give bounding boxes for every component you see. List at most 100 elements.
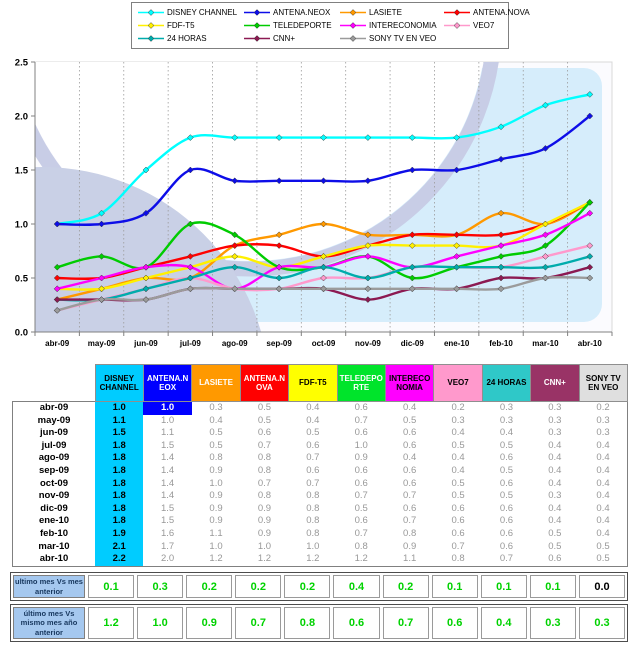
data-cell[interactable]: 0.8 xyxy=(288,515,338,528)
data-cell[interactable]: 0.9 xyxy=(240,502,289,516)
summary-cell[interactable]: 0.2 xyxy=(382,575,429,598)
data-cell[interactable]: 1.1 xyxy=(191,527,241,541)
data-cell[interactable]: 0.4 xyxy=(530,439,580,453)
channel-header[interactable]: ANTENA.NOVA xyxy=(239,364,290,402)
data-cell[interactable]: 1.8 xyxy=(95,490,144,503)
month-label[interactable]: abr-10 xyxy=(39,553,69,565)
data-cell[interactable]: 0.5 xyxy=(530,527,580,541)
data-cell[interactable]: 0.8 xyxy=(288,502,338,516)
data-cell[interactable]: 0.3 xyxy=(530,414,580,428)
summary-cell[interactable]: 0.3 xyxy=(137,575,184,598)
data-cell[interactable]: 0.6 xyxy=(385,439,434,453)
data-cell[interactable]: 0.8 xyxy=(240,490,289,503)
data-cell[interactable]: 0.4 xyxy=(482,427,531,440)
data-cell[interactable]: 1.5 xyxy=(95,427,144,440)
data-cell[interactable]: 1.2 xyxy=(288,553,338,567)
data-cell[interactable]: 0.8 xyxy=(337,540,386,554)
data-cell[interactable]: 1.0 xyxy=(191,540,241,554)
data-cell[interactable]: 0.4 xyxy=(433,452,483,465)
data-cell[interactable]: 0.5 xyxy=(482,439,531,453)
data-cell[interactable]: 0.3 xyxy=(530,490,580,503)
data-cell[interactable]: 0.4 xyxy=(433,464,483,478)
data-cell[interactable]: 1.0 xyxy=(191,477,241,491)
data-cell[interactable]: 0.6 xyxy=(385,477,434,491)
data-cell[interactable]: 0.7 xyxy=(288,452,338,465)
data-cell[interactable]: 1.1 xyxy=(385,553,434,567)
month-label[interactable]: nov-09 xyxy=(38,490,70,502)
data-cell[interactable]: 2.2 xyxy=(95,553,144,567)
data-cell[interactable]: 0.5 xyxy=(288,427,338,440)
data-cell[interactable]: 1.0 xyxy=(337,439,386,453)
data-cell[interactable]: 0.4 xyxy=(288,414,338,428)
data-cell[interactable]: 1.0 xyxy=(240,540,289,554)
summary-cell[interactable]: 0.1 xyxy=(529,575,576,598)
channel-header[interactable]: TELEDEPORTE xyxy=(336,364,386,402)
data-cell[interactable]: 0.5 xyxy=(191,427,241,440)
channel-header[interactable]: ANTENA.NEOX xyxy=(142,364,193,402)
data-cell[interactable]: 2.1 xyxy=(95,540,144,554)
data-cell[interactable]: 0.3 xyxy=(433,414,483,428)
data-cell[interactable]: 0.6 xyxy=(337,427,386,440)
data-cell[interactable]: 0.5 xyxy=(482,464,531,478)
data-cell[interactable]: 0.4 xyxy=(288,401,338,415)
data-cell[interactable]: 0.6 xyxy=(530,553,580,567)
data-cell[interactable]: 0.6 xyxy=(482,477,531,491)
summary-cell[interactable]: 1.0 xyxy=(137,607,184,639)
data-cell[interactable]: 0.3 xyxy=(530,427,580,440)
summary-cell[interactable]: 0.6 xyxy=(333,607,380,639)
month-label[interactable]: feb-10 xyxy=(40,527,68,539)
data-cell[interactable]: 0.8 xyxy=(240,452,289,465)
data-cell[interactable]: 0.4 xyxy=(530,502,580,516)
data-cell[interactable]: 0.9 xyxy=(191,502,241,516)
summary-cell[interactable]: 0.1 xyxy=(480,575,527,598)
month-label[interactable]: ene-10 xyxy=(38,515,70,527)
data-cell[interactable]: 0.7 xyxy=(337,490,386,503)
summary-cell[interactable]: 0.3 xyxy=(529,607,576,639)
month-label[interactable]: dic-09 xyxy=(40,502,68,514)
data-cell[interactable]: 0.4 xyxy=(530,477,580,491)
data-cell[interactable]: 0.6 xyxy=(288,464,338,478)
data-cell[interactable]: 0.4 xyxy=(579,464,628,478)
month-label[interactable]: ago-09 xyxy=(38,452,70,464)
data-cell[interactable]: 0.2 xyxy=(433,401,483,415)
channel-header[interactable]: INTERECONOMIA xyxy=(384,364,435,402)
data-cell[interactable]: 0.4 xyxy=(530,452,580,465)
selected-cell[interactable]: 1.0 xyxy=(143,401,192,415)
month-label[interactable]: oct-09 xyxy=(40,477,68,489)
summary-cell[interactable]: 0.2 xyxy=(235,575,282,598)
data-cell[interactable]: 0.4 xyxy=(579,439,628,453)
data-cell[interactable]: 1.1 xyxy=(95,414,144,428)
data-cell[interactable]: 0.5 xyxy=(433,477,483,491)
data-cell[interactable]: 0.3 xyxy=(482,401,531,415)
data-cell[interactable]: 0.4 xyxy=(530,515,580,528)
summary-cell[interactable]: 0.1 xyxy=(88,575,135,598)
data-cell[interactable]: 1.5 xyxy=(143,502,192,516)
channel-header[interactable]: SONY TV EN VEO xyxy=(578,364,629,402)
data-cell[interactable]: 0.7 xyxy=(337,527,386,541)
summary-cell[interactable]: 0.9 xyxy=(186,607,233,639)
channel-header[interactable]: FDF-T5 xyxy=(288,364,338,402)
data-cell[interactable]: 0.4 xyxy=(579,490,628,503)
data-cell[interactable]: 0.4 xyxy=(191,414,241,428)
data-cell[interactable]: 0.6 xyxy=(433,515,483,528)
data-cell[interactable]: 0.5 xyxy=(337,502,386,516)
data-cell[interactable]: 1.7 xyxy=(143,540,192,554)
data-cell[interactable]: 0.8 xyxy=(240,464,289,478)
summary-cell[interactable]: 0.8 xyxy=(284,607,331,639)
data-cell[interactable]: 0.5 xyxy=(433,490,483,503)
data-cell[interactable]: 1.5 xyxy=(143,515,192,528)
data-cell[interactable]: 0.4 xyxy=(530,464,580,478)
data-cell[interactable]: 1.2 xyxy=(337,553,386,567)
summary-cell[interactable]: 0.0 xyxy=(578,575,626,598)
data-cell[interactable]: 0.6 xyxy=(385,464,434,478)
data-cell[interactable]: 0.6 xyxy=(288,439,338,453)
data-cell[interactable]: 0.6 xyxy=(337,401,386,415)
data-cell[interactable]: 0.8 xyxy=(288,490,338,503)
data-cell[interactable]: 0.7 xyxy=(385,515,434,528)
data-cell[interactable]: 0.7 xyxy=(240,477,289,491)
data-cell[interactable]: 0.6 xyxy=(482,452,531,465)
data-cell[interactable]: 1.0 xyxy=(288,540,338,554)
data-cell[interactable]: 0.4 xyxy=(579,477,628,491)
channel-header[interactable]: LASIETE xyxy=(191,364,241,402)
data-cell[interactable]: 0.5 xyxy=(433,439,483,453)
